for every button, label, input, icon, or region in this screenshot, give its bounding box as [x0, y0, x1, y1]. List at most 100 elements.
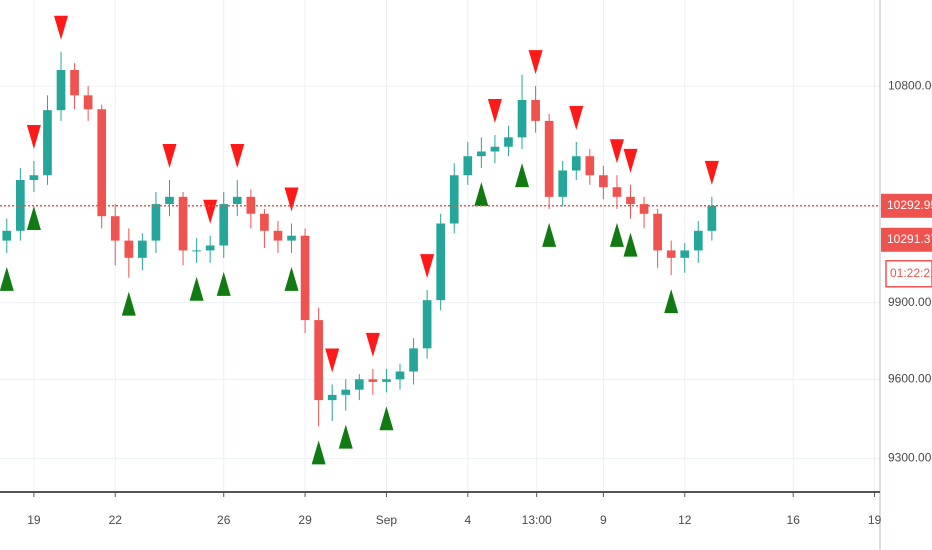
candle-body [504, 137, 513, 147]
candle-body [151, 204, 161, 241]
x-tick-label: 26 [217, 513, 231, 527]
buy-signal [0, 266, 14, 291]
candle-body [260, 213, 269, 231]
candle-body [517, 99, 527, 138]
candle-body [409, 348, 418, 372]
candle-body [192, 250, 201, 252]
candle-body [680, 250, 690, 258]
buy-signal [216, 271, 231, 296]
candle-body [490, 146, 500, 152]
buy-signal [121, 291, 136, 316]
candle-body [707, 205, 717, 231]
sell-signal [528, 50, 543, 75]
sell-signal [230, 144, 245, 169]
last-price-label: 10292.95 [887, 198, 932, 212]
candle-body [273, 230, 283, 241]
candle-body [83, 95, 93, 110]
candle-body [612, 187, 622, 197]
x-tick-label: Sep [376, 513, 398, 527]
x-tick-label: 4 [464, 513, 471, 527]
buy-signal [542, 222, 557, 247]
sell-signal [365, 332, 380, 357]
candle-body [56, 69, 66, 111]
buy-signal [311, 440, 326, 465]
candle-body [585, 156, 595, 176]
x-tick-label: 13:00 [522, 513, 552, 527]
candle-body [124, 240, 134, 258]
buy-signal [609, 222, 624, 247]
y-tick-label: 10800.00 [888, 78, 932, 92]
candle-body [571, 156, 581, 171]
candle-body [341, 389, 351, 395]
candle-body [449, 175, 459, 224]
candle-body [300, 235, 310, 321]
sell-signal [162, 144, 177, 169]
candle-body [205, 245, 215, 251]
y-tick-label: 9900.00 [888, 295, 932, 309]
candle-body [558, 170, 568, 197]
sell-signal [325, 348, 340, 373]
candle-body [70, 69, 79, 96]
x-tick-label: 19 [868, 513, 882, 527]
sell-signal [420, 254, 435, 279]
sell-signal [569, 106, 584, 131]
buy-signal [474, 182, 489, 207]
sell-signal [54, 15, 69, 40]
buy-signal [664, 289, 679, 314]
buy-signal [284, 266, 299, 291]
candle-body [314, 320, 323, 401]
sell-signal [609, 139, 624, 164]
candle-body [354, 379, 364, 390]
candle-body [653, 213, 662, 251]
candle-body [395, 371, 405, 380]
x-tick-label: 9 [600, 513, 607, 527]
candle-body [246, 196, 256, 214]
candle-body [138, 240, 147, 258]
countdown-box [885, 260, 932, 288]
buy-signal [379, 406, 394, 431]
candle-body [422, 300, 432, 349]
sell-signal [623, 148, 638, 173]
candle-body [110, 216, 120, 241]
candle-body [531, 99, 540, 121]
plot [0, 15, 880, 465]
buy-signal [189, 276, 204, 301]
candle-body [165, 196, 174, 205]
y-tick-label: 9300.00 [888, 450, 932, 464]
candle-body [463, 156, 473, 176]
candle-body [382, 379, 391, 382]
candle-body [436, 223, 446, 301]
candle-body [43, 110, 52, 176]
candle-body [626, 196, 635, 205]
countdown-label: 01:22:21 [890, 266, 932, 280]
axes: 9300.00 9600.00 9900.00 10800.00 19 22 26 29 Sep… [27, 78, 932, 527]
candle-body [232, 196, 242, 205]
candle-body [327, 394, 337, 401]
candle-body [2, 230, 12, 241]
candle-body [29, 175, 39, 181]
candle-body [368, 379, 378, 382]
candle-body [477, 151, 486, 157]
y-tick-label: 9600.00 [888, 371, 932, 385]
candle-body [599, 175, 608, 188]
secondary-price-box [881, 227, 932, 252]
candle-body [544, 120, 554, 197]
candle-body [219, 204, 229, 246]
candle-body [97, 109, 107, 217]
x-tick-label: 19 [27, 513, 41, 527]
x-tick-label: 22 [109, 513, 123, 527]
candle-body [287, 235, 296, 241]
buy-signal [338, 424, 353, 449]
candle-body [178, 196, 188, 251]
x-tick-label: 16 [787, 513, 801, 527]
sell-signal [704, 160, 719, 185]
x-tick-label: 29 [298, 513, 312, 527]
sell-signal [26, 124, 41, 149]
buy-signal [623, 232, 638, 257]
sell-signal [487, 98, 502, 123]
last-price-box [881, 193, 932, 218]
candle-body [666, 250, 676, 258]
buy-signal [515, 163, 530, 188]
